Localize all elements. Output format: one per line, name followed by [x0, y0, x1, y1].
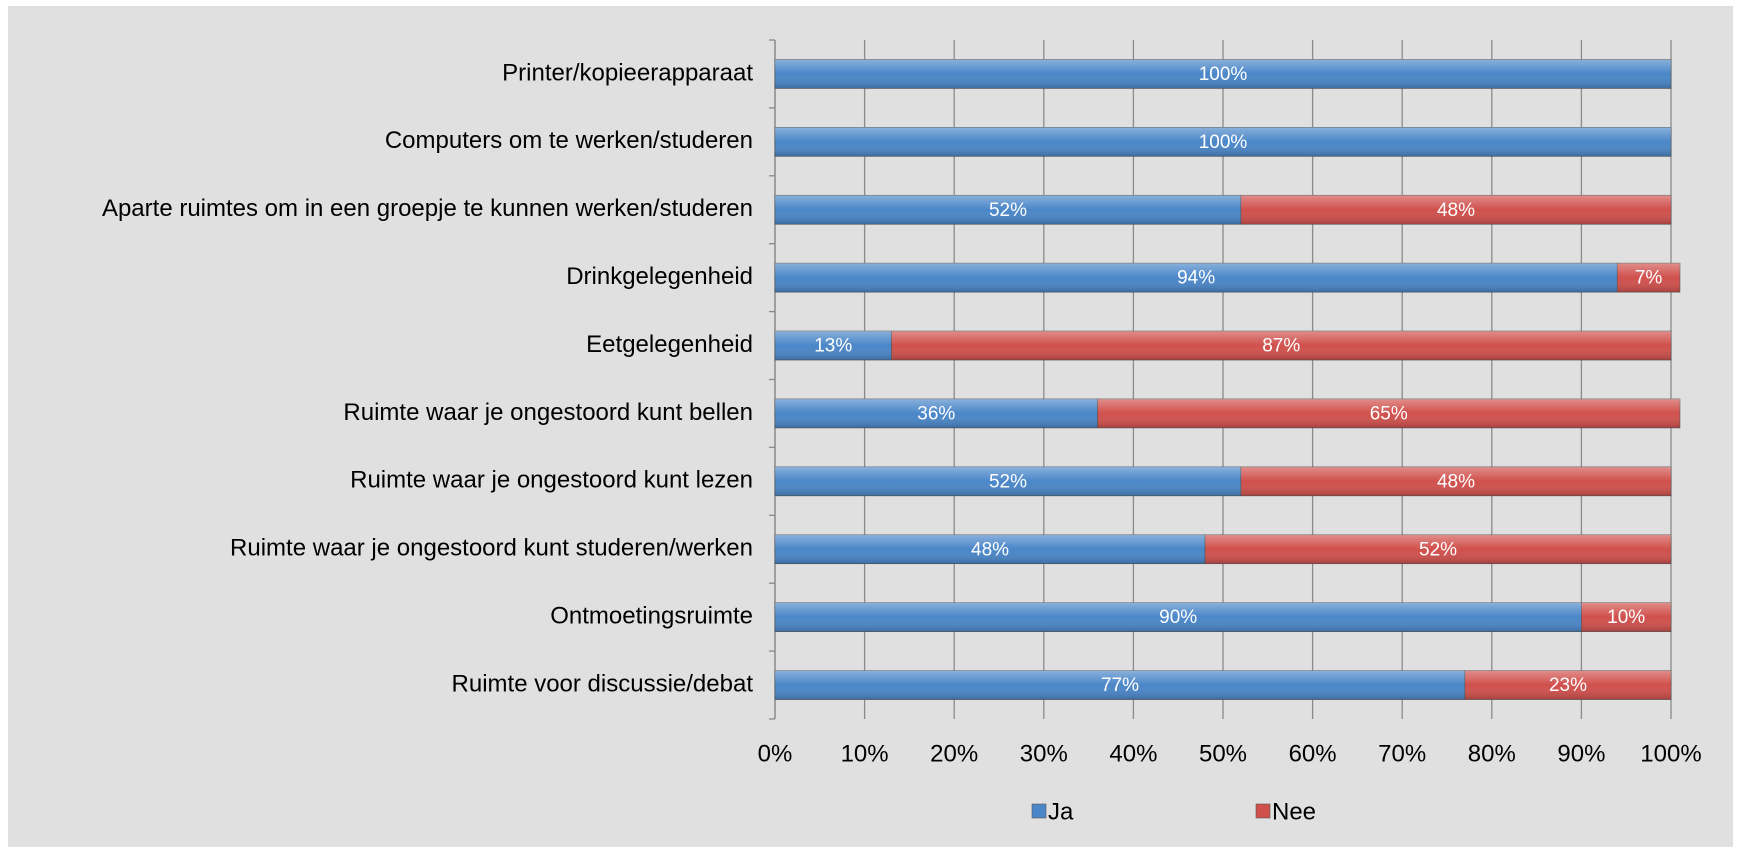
data-label: 36% [917, 403, 955, 424]
data-label: 23% [1549, 675, 1587, 696]
data-label: 52% [989, 200, 1027, 221]
data-label: 77% [1101, 675, 1139, 696]
bar-gloss [1581, 602, 1671, 632]
legend-label: Nee [1272, 798, 1316, 825]
data-label: 52% [989, 471, 1027, 492]
data-label: 48% [1437, 471, 1475, 492]
bar-gloss [775, 59, 1671, 89]
data-label: 90% [1159, 607, 1197, 628]
x-tick-label: 30% [1020, 740, 1068, 767]
x-tick-label: 70% [1378, 740, 1426, 767]
bar-gloss [1097, 398, 1680, 428]
x-tick-label: 40% [1109, 740, 1157, 767]
x-tick-label: 60% [1289, 740, 1337, 767]
x-tick-label: 80% [1468, 740, 1516, 767]
category-label: Printer/kopieerapparaat [502, 59, 753, 86]
bar-gloss [1617, 263, 1680, 293]
bar-gloss [775, 195, 1241, 225]
bar-gloss [775, 670, 1465, 700]
bar-gloss [775, 466, 1241, 496]
x-tick-label: 100% [1640, 740, 1701, 767]
category-label: Ruimte waar je ongestoord kunt studeren/… [230, 535, 753, 562]
bar-gloss [1240, 195, 1671, 225]
x-tick-label: 0% [758, 740, 793, 767]
bar-gloss [775, 127, 1671, 157]
bar-gloss [775, 331, 892, 361]
x-tick-label: 50% [1199, 740, 1247, 767]
data-label: 10% [1607, 607, 1645, 628]
bar-gloss [775, 534, 1206, 564]
x-tick-label: 10% [841, 740, 889, 767]
category-label: Ruimte waar je ongestoord kunt bellen [343, 399, 753, 426]
data-label: 100% [1199, 64, 1248, 85]
data-label: 52% [1419, 539, 1457, 560]
bar-gloss [775, 398, 1098, 428]
bar-gloss [1240, 466, 1671, 496]
data-label: 100% [1199, 132, 1248, 153]
data-label: 13% [814, 336, 852, 357]
category-label: Ontmoetingsruimte [550, 602, 753, 629]
data-label: 94% [1177, 268, 1215, 289]
data-label: 48% [1437, 200, 1475, 221]
x-tick-label: 90% [1557, 740, 1605, 767]
data-label: 48% [971, 539, 1009, 560]
data-label: 7% [1635, 268, 1663, 289]
category-label: Eetgelegenheid [586, 331, 753, 358]
legend-label: Ja [1048, 798, 1074, 825]
category-label: Drinkgelegenheid [566, 263, 753, 290]
bar-gloss [1464, 670, 1671, 700]
category-label: Computers om te werken/studeren [385, 127, 753, 154]
category-label: Ruimte waar je ongestoord kunt lezen [350, 467, 753, 494]
x-tick-label: 20% [930, 740, 978, 767]
bar-gloss [775, 602, 1582, 632]
data-label: 65% [1370, 403, 1408, 424]
bar-gloss [1205, 534, 1671, 564]
category-label: Aparte ruimtes om in een groepje te kunn… [102, 195, 753, 222]
data-label: 87% [1262, 336, 1300, 357]
bar-gloss [775, 263, 1618, 293]
category-label: Ruimte voor discussie/debat [452, 670, 754, 697]
legend-swatch [1031, 803, 1047, 819]
legend-swatch [1255, 803, 1271, 819]
bar-gloss [891, 331, 1671, 361]
